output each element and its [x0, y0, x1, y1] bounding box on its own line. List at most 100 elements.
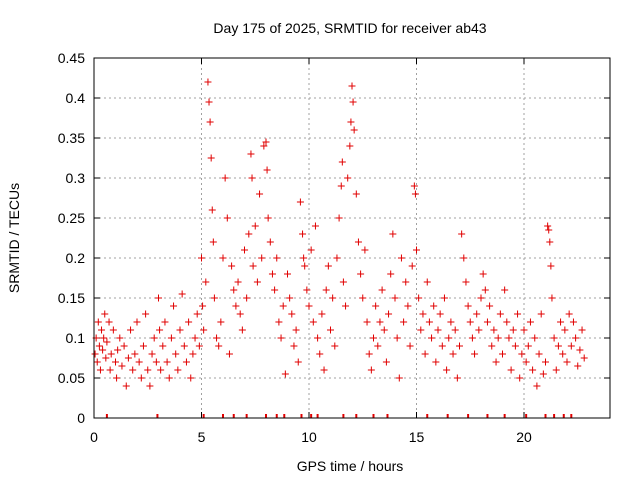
data-point [258, 254, 266, 262]
data-point [425, 318, 433, 326]
data-point [167, 334, 175, 342]
data-point [205, 98, 213, 106]
data-point [329, 294, 337, 302]
data-point [395, 374, 403, 382]
data-point [95, 342, 103, 350]
data-point [93, 358, 101, 366]
data-point [423, 278, 431, 286]
data-point [492, 358, 500, 366]
data-point [290, 342, 298, 350]
data-point [156, 326, 164, 334]
data-point [370, 334, 377, 342]
data-point [501, 286, 509, 294]
data-point [253, 278, 261, 286]
data-point [91, 350, 99, 358]
data-point [322, 286, 330, 294]
data-point [458, 230, 466, 238]
data-point [516, 374, 524, 382]
data-point [342, 302, 350, 310]
data-point [116, 334, 124, 342]
data-point [397, 254, 405, 262]
data-point [468, 334, 476, 342]
data-point [189, 350, 197, 358]
data-point [199, 302, 207, 310]
data-point [352, 190, 360, 198]
data-point [339, 278, 347, 286]
data-point [400, 318, 408, 326]
data-point [243, 294, 251, 302]
data-point [217, 318, 225, 326]
data-point [161, 318, 169, 326]
data-point [262, 138, 270, 146]
data-point [314, 334, 322, 342]
data-point [309, 318, 317, 326]
data-point [124, 354, 132, 362]
data-point [118, 362, 126, 370]
data-point [533, 382, 541, 390]
data-point [545, 226, 553, 234]
data-point [279, 302, 287, 310]
y-tick-label: 0.05 [58, 370, 85, 386]
data-point [94, 318, 102, 326]
data-point [277, 334, 285, 342]
data-point [178, 290, 186, 298]
data-point [210, 294, 218, 302]
data-point [157, 366, 165, 374]
data-point [466, 318, 474, 326]
data-point [106, 366, 114, 374]
data-point [391, 294, 399, 302]
data-point [103, 338, 111, 346]
data-point [208, 206, 216, 214]
data-point [496, 310, 504, 318]
data-points [91, 78, 588, 418]
data-point [347, 118, 355, 126]
data-point [182, 358, 190, 366]
y-tick-label: 0 [77, 410, 85, 426]
data-point [275, 318, 283, 326]
data-point [477, 294, 485, 302]
data-point [447, 318, 455, 326]
data-point [204, 78, 212, 86]
data-point [547, 262, 555, 270]
data-point [572, 334, 580, 342]
data-point [406, 342, 414, 350]
y-axis-label: SRMTID / TECUs [6, 183, 22, 293]
data-point [561, 326, 569, 334]
data-point [494, 334, 502, 342]
data-point [411, 190, 419, 198]
data-point [380, 326, 388, 334]
data-point [281, 370, 289, 378]
data-point [451, 326, 459, 334]
data-point [393, 334, 401, 342]
data-point [303, 286, 311, 294]
plot-frame [93, 57, 611, 419]
data-point [120, 342, 128, 350]
data-point [544, 222, 552, 230]
grid [94, 58, 610, 418]
data-point [142, 310, 150, 318]
data-point [327, 326, 334, 334]
data-point [155, 294, 162, 302]
data-point [236, 310, 244, 318]
axis-ticks [93, 57, 610, 419]
data-point [109, 326, 117, 334]
data-point [150, 334, 158, 342]
data-point [365, 350, 373, 358]
data-point [219, 254, 227, 262]
data-point [481, 286, 489, 294]
data-point [176, 326, 184, 334]
data-point [531, 334, 539, 342]
data-point [574, 362, 582, 370]
y-tick-label: 0.3 [66, 170, 86, 186]
data-point [247, 150, 255, 158]
data-point [337, 182, 345, 190]
data-point [268, 270, 276, 278]
data-point [559, 350, 567, 358]
data-point [430, 302, 438, 310]
data-point [349, 98, 357, 106]
data-point [249, 262, 257, 270]
data-point [507, 366, 515, 374]
data-point [251, 222, 259, 230]
data-point [546, 238, 554, 246]
data-point [471, 350, 479, 358]
